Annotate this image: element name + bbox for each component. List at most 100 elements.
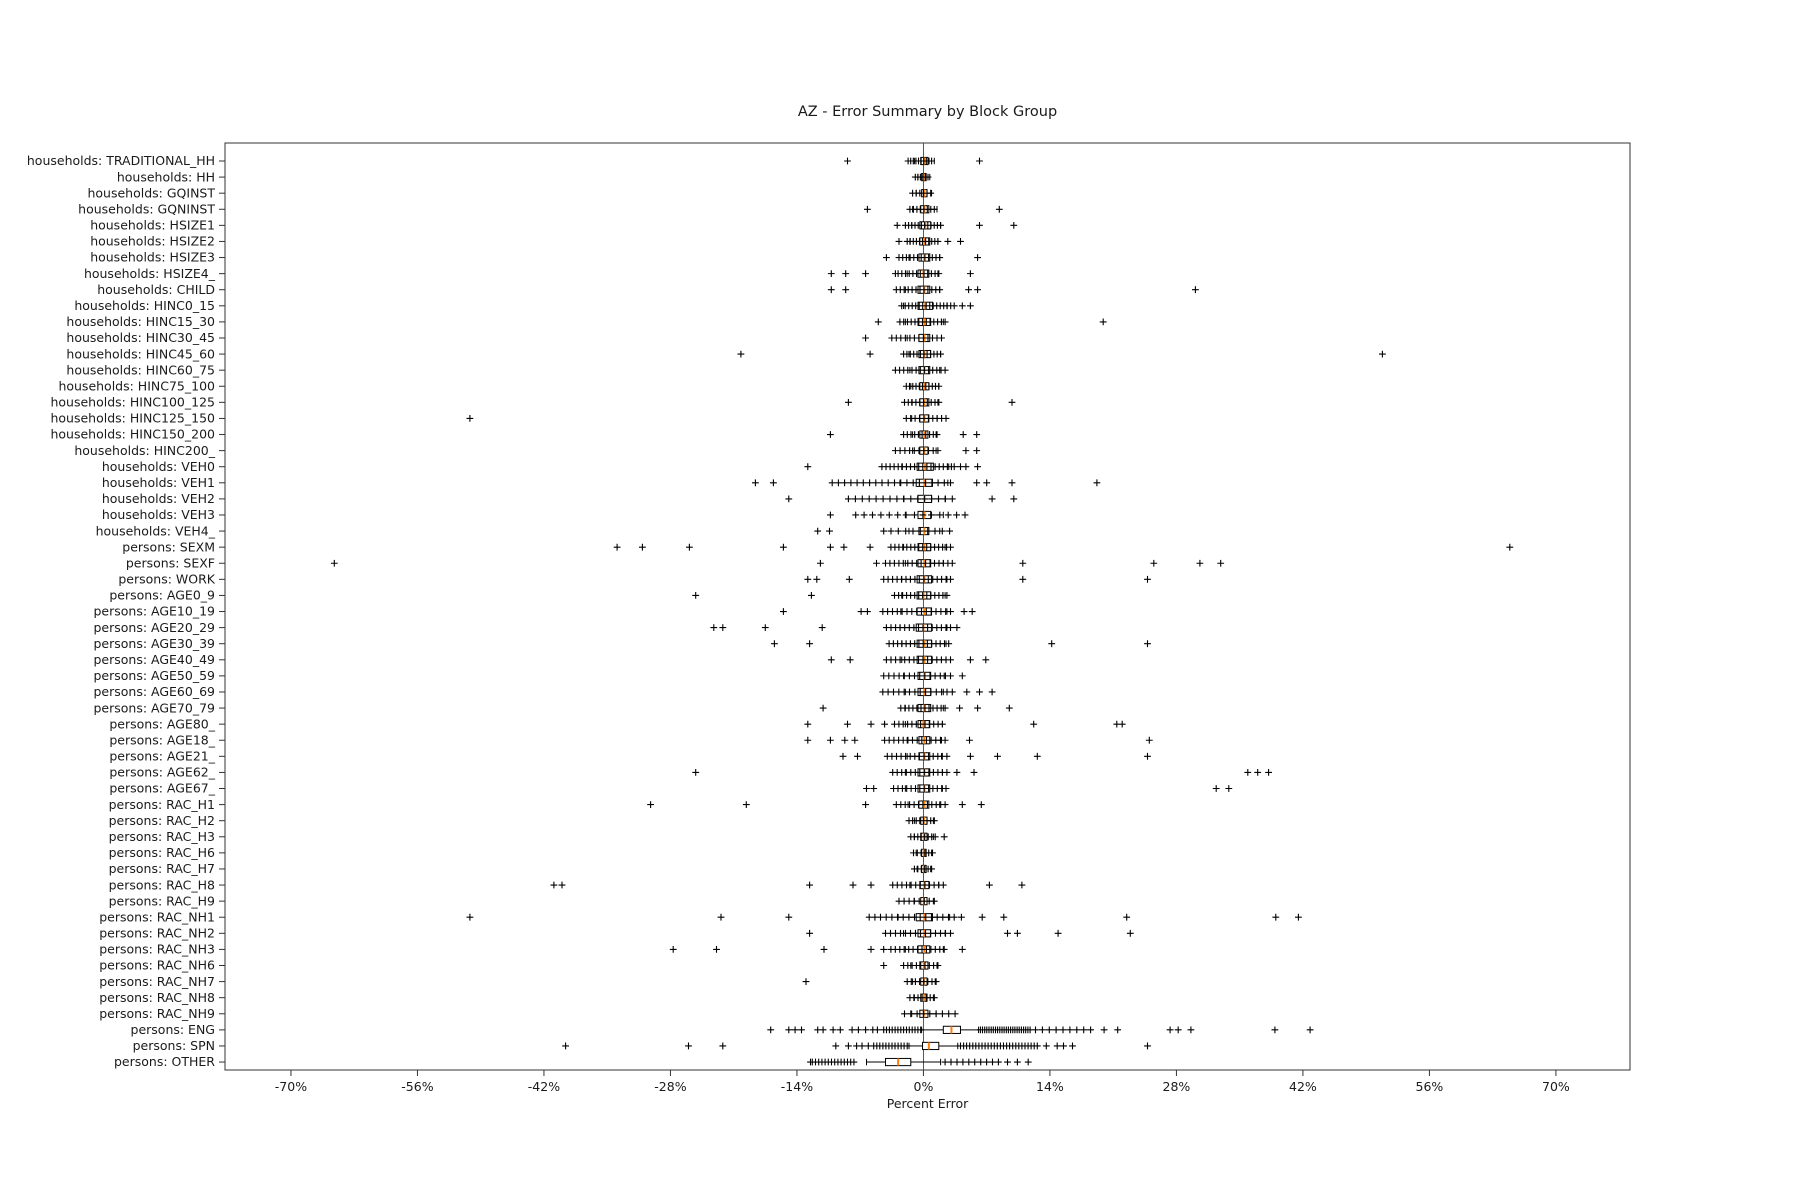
y-tick-label: persons: RAC_NH3 (99, 942, 215, 957)
x-tick-label: 56% (1416, 1079, 1444, 1094)
y-tick-label: persons: RAC_NH8 (99, 990, 215, 1005)
flier-points (902, 382, 943, 390)
flier-points (845, 399, 1016, 406)
flier-points (827, 270, 974, 277)
y-tick-label: persons: RAC_NH6 (99, 958, 215, 973)
flier-points (804, 720, 1126, 728)
y-tick-label: households: HINC60_75 (66, 362, 215, 377)
y-tick-label: persons: ENG (131, 1022, 215, 1037)
flier-points (692, 592, 951, 599)
y-tick-label: persons: AGE10_19 (93, 604, 215, 619)
flier-points (804, 463, 981, 471)
flier-points (647, 801, 985, 808)
y-tick-label: persons: AGE50_59 (93, 668, 215, 683)
y-tick-label: persons: SEXF (126, 555, 215, 570)
flier-points (771, 640, 1151, 648)
flier-points (802, 978, 940, 985)
y-tick-label: persons: AGE20_29 (93, 620, 215, 635)
y-tick-label: persons: AGE0_9 (109, 588, 215, 603)
flier-points (905, 817, 938, 825)
flier-points (880, 962, 942, 969)
flier-points (909, 189, 935, 197)
flier-points (710, 624, 961, 631)
flier-points (737, 350, 1386, 358)
flier-points (907, 833, 948, 841)
flier-points (466, 415, 950, 422)
flier-points (839, 752, 1151, 760)
y-tick-label: persons: AGE67_ (109, 781, 215, 796)
x-axis-label: Percent Error (886, 1096, 969, 1111)
flier-points (911, 865, 935, 873)
flier-points (844, 157, 983, 165)
y-tick-label: households: CHILD (97, 282, 215, 297)
y-tick-label: persons: RAC_H2 (109, 813, 215, 828)
y-tick-label: households: HINC100_125 (50, 395, 215, 410)
y-tick-label: persons: RAC_NH7 (99, 974, 215, 989)
y-tick-label: households: HINC45_60 (66, 346, 215, 361)
y-tick-label: persons: RAC_H6 (109, 845, 215, 860)
y-tick-label: households: HSIZE1 (90, 218, 215, 233)
y-tick-label: households: HINC150_200 (50, 427, 215, 442)
y-tick-label: persons: AGE21_ (109, 749, 215, 764)
y-tick-label: households: VEH2 (102, 491, 215, 506)
flier-points (785, 495, 1018, 503)
flier-points (804, 575, 1151, 583)
flier-points (806, 929, 1134, 937)
y-tick-label: persons: AGE80_ (109, 716, 215, 731)
x-tick-label: 28% (1163, 1079, 1191, 1094)
flier-points (692, 769, 1272, 776)
y-tick-label: persons: RAC_H9 (109, 893, 215, 908)
x-tick-label: -70% (275, 1079, 307, 1094)
x-tick-label: -14% (781, 1079, 813, 1094)
y-tick-label: persons: RAC_H8 (109, 877, 215, 892)
y-tick-label: persons: AGE18_ (109, 732, 215, 747)
y-tick-label: persons: AGE70_79 (93, 700, 215, 715)
y-tick-label: persons: SPN (133, 1038, 215, 1053)
y-tick-label: households: TRADITIONAL_HH (27, 153, 215, 168)
flier-points (807, 1058, 1032, 1066)
flier-points (466, 913, 1302, 921)
flier-points (330, 559, 1225, 567)
flier-points (562, 1042, 1151, 1050)
flier-points (804, 736, 1153, 744)
y-tick-label: households: GQINST (87, 185, 215, 200)
x-tick-label: -28% (654, 1079, 686, 1094)
y-tick-label: persons: SEXM (122, 539, 215, 554)
y-tick-label: households: VEH0 (102, 459, 215, 474)
y-tick-label: households: VEH3 (102, 507, 215, 522)
flier-points (910, 849, 936, 857)
x-tick-label: 0% (914, 1079, 934, 1094)
flier-points (911, 173, 932, 181)
y-tick-label: households: VEH1 (102, 475, 215, 490)
flier-points (883, 254, 981, 261)
y-tick-label: persons: AGE62_ (109, 765, 215, 780)
y-tick-label: persons: RAC_NH9 (99, 1006, 215, 1021)
y-tick-label: persons: RAC_NH2 (99, 926, 215, 941)
y-tick-label: persons: AGE30_39 (93, 636, 215, 651)
y-tick-label: households: HINC30_45 (66, 330, 215, 345)
x-tick-label: -56% (401, 1079, 433, 1094)
y-tick-label: households: HINC0_15 (74, 298, 215, 313)
y-tick-label: persons: AGE40_49 (93, 652, 215, 667)
x-tick-label: 42% (1289, 1079, 1317, 1094)
flier-points (863, 785, 1233, 792)
flier-points (767, 1026, 1314, 1034)
flier-points (827, 656, 990, 664)
flier-points (893, 222, 1018, 229)
y-tick-label: households: HH (117, 169, 215, 184)
y-tick-label: households: VEH4_ (96, 523, 216, 538)
y-tick-label: households: HINC200_ (74, 443, 215, 458)
flier-points (862, 334, 945, 342)
flier-points (550, 881, 1026, 889)
y-tick-label: households: HSIZE2 (90, 234, 215, 249)
y-tick-label: households: HINC15_30 (66, 314, 215, 329)
flier-points (895, 897, 938, 905)
flier-points (892, 447, 981, 454)
flier-points (906, 994, 938, 1002)
y-tick-label: households: GQNINST (78, 201, 215, 216)
y-tick-label: households: HSIZE3 (90, 250, 215, 265)
y-tick-label: persons: RAC_H7 (109, 861, 215, 876)
flier-points (613, 543, 1514, 551)
y-tick-label: persons: WORK (118, 572, 215, 587)
